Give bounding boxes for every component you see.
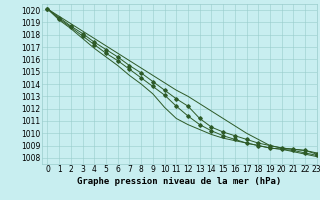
X-axis label: Graphe pression niveau de la mer (hPa): Graphe pression niveau de la mer (hPa) (77, 177, 281, 186)
